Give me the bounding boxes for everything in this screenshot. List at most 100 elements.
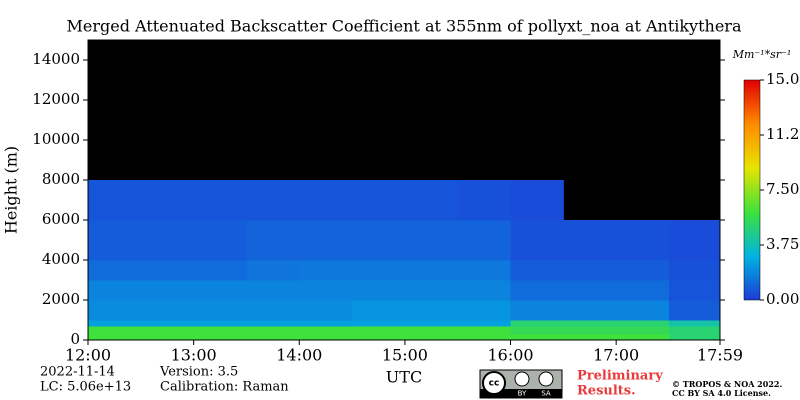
- heatmap-cell: [140, 334, 195, 341]
- heatmap-cell: [457, 334, 512, 341]
- heatmap-cell: [299, 280, 353, 301]
- heatmap-cell: [563, 300, 617, 321]
- heatmap-cell: [193, 260, 247, 281]
- heatmap-cell: [88, 260, 142, 281]
- copyright: CC BY SA 4.0 License.: [672, 388, 771, 398]
- y-tick-label: 4000: [42, 250, 80, 268]
- heatmap-cell: [668, 220, 721, 261]
- heatmap-cell: [457, 260, 512, 281]
- y-tick-label: 12000: [32, 90, 80, 108]
- heatmap-cell: [668, 326, 721, 335]
- heatmap-cell: [352, 260, 406, 281]
- by-icon: [514, 371, 530, 387]
- heatmap-cell: [510, 320, 564, 327]
- heatmap-cell: [404, 220, 459, 261]
- colorbar-tick-label: 0.00: [766, 290, 799, 308]
- heatmap-cell: [193, 300, 247, 321]
- heatmap-cell: [246, 180, 300, 221]
- heatmap-cell: [616, 320, 670, 327]
- y-tick-label: 10000: [32, 130, 80, 148]
- heatmap-cell: [88, 280, 142, 301]
- heatmap-cell: [457, 320, 512, 327]
- heatmap-cell: [510, 334, 564, 341]
- heatmap-cell: [616, 220, 670, 261]
- heatmap-cell: [246, 326, 300, 335]
- heatmap-cell: [299, 300, 353, 321]
- heatmap-cell: [88, 334, 142, 341]
- colorbar-label: Mm⁻¹*sr⁻¹: [732, 48, 792, 61]
- y-tick-label: 2000: [42, 290, 80, 308]
- heatmap-cell: [510, 280, 564, 301]
- sa-text: SA: [541, 390, 551, 398]
- lc: LC: 5.06e+13: [40, 380, 131, 395]
- heatmap-cell: [563, 220, 617, 261]
- heatmap-cell: [88, 220, 142, 261]
- heatmap-cell: [140, 220, 195, 261]
- version: Version: 3.5: [159, 365, 238, 380]
- heatmap-cell: [510, 300, 564, 321]
- heatmap-cell: [246, 300, 300, 321]
- colorbar-tick-label: 15.00: [766, 70, 800, 88]
- heatmap-cell: [668, 260, 721, 281]
- colorbar-tick-label: 7.50: [766, 180, 799, 198]
- copyright: © TROPOS & NOA 2022.: [672, 379, 782, 389]
- heatmap-cell: [352, 300, 406, 321]
- y-tick-label: 6000: [42, 210, 80, 228]
- x-axis-label: UTC: [386, 368, 422, 387]
- y-tick-label: 8000: [42, 170, 80, 188]
- heatmap-cell: [457, 220, 512, 261]
- heatmap-cell: [404, 300, 459, 321]
- calibration: Calibration: Raman: [160, 380, 289, 395]
- heatmap-cell: [457, 180, 512, 221]
- heatmap-cell: [299, 334, 353, 341]
- heatmap-cell: [404, 260, 459, 281]
- heatmap-cell: [563, 334, 617, 341]
- colorbar: [743, 79, 761, 301]
- by-text: BY: [518, 390, 527, 398]
- heatmap-cell: [668, 334, 721, 341]
- y-axis-label: Height (m): [2, 146, 21, 234]
- x-tick-label: 16:00: [487, 346, 533, 365]
- heatmap-cell: [563, 326, 617, 335]
- heatmap-cell: [352, 320, 406, 327]
- heatmap-cell: [140, 260, 195, 281]
- cc-circle: [482, 371, 506, 395]
- heatmap-cell: [246, 220, 300, 261]
- heatmap-cell: [352, 280, 406, 301]
- heatmap-cell: [193, 326, 247, 335]
- x-tick-label: 13:00: [171, 346, 217, 365]
- heatmap-cell: [299, 320, 353, 327]
- heatmap-cell: [404, 180, 459, 221]
- heatmap-cell: [246, 280, 300, 301]
- heatmap-cell: [616, 280, 670, 301]
- plot-frame: [87, 39, 721, 341]
- heatmap-cell: [668, 320, 721, 327]
- chart-title: Merged Attenuated Backscatter Coefficien…: [67, 17, 742, 36]
- heatmap-cell: [140, 300, 195, 321]
- heatmap-cell: [246, 320, 300, 327]
- colorbar-tick-label: 3.75: [766, 235, 799, 253]
- heatmap-cell: [88, 300, 142, 321]
- heatmap-cell: [616, 260, 670, 281]
- heatmap-cell: [457, 280, 512, 301]
- colorbar-tick-label: 11.25: [766, 125, 800, 143]
- y-tick-label: 0: [70, 330, 80, 348]
- heatmap-cell: [668, 300, 721, 321]
- date: 2022-11-14: [40, 365, 115, 380]
- heatmap-cell: [404, 320, 459, 327]
- heatmap-cell: [88, 326, 142, 335]
- heatmap-cell: [616, 334, 670, 341]
- sa-icon: [538, 371, 554, 387]
- heatmap-cell: [563, 320, 617, 327]
- heatmap-cell: [193, 280, 247, 301]
- heatmap-cell: [616, 326, 670, 335]
- x-tick-label: 17:59: [697, 346, 743, 365]
- heatmap-cell: [668, 280, 721, 301]
- heatmap-cell: [299, 260, 353, 281]
- heatmap-cell: [404, 326, 459, 335]
- heatmap-cell: [352, 334, 406, 341]
- heatmap-cell: [510, 180, 564, 221]
- heatmap-cell: [510, 326, 564, 335]
- heatmap-cell: [404, 280, 459, 301]
